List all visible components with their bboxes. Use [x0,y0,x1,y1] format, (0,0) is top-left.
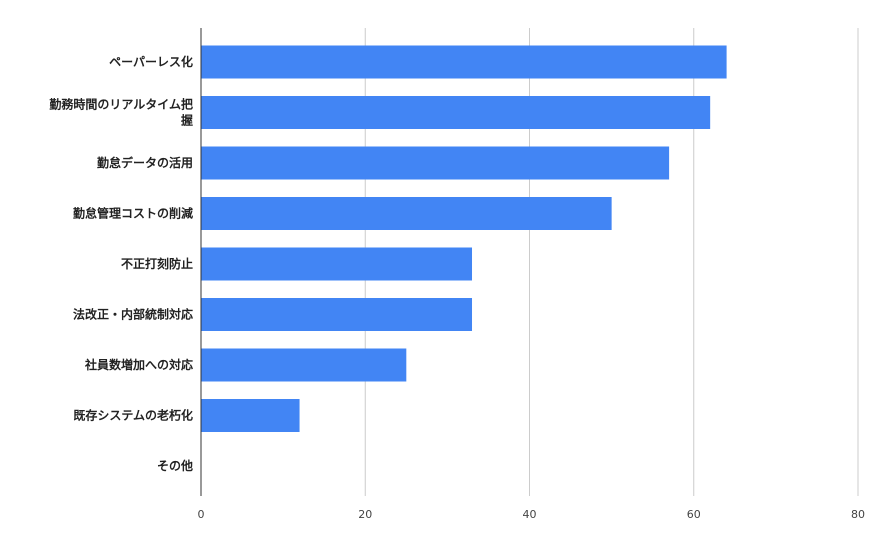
bar-0 [201,45,727,79]
category-label: 社員数増加への対応 [84,357,193,372]
category-label-line: 握 [181,113,193,128]
category-label: ペーパーレス化 [109,54,193,69]
category-label-line: その他 [157,458,193,473]
bar-1 [201,96,711,129]
category-label-line: 社員数増加への対応 [84,357,193,372]
x-tick-label: 0 [198,508,205,521]
bar-2 [201,146,670,180]
bars [201,45,727,432]
x-tick-labels: 0 20 40 60 80 [198,508,866,521]
category-label: 既存システムの老朽化 [73,408,193,423]
category-label-line: 既存システムの老朽化 [73,408,193,423]
category-label: 不正打刻防止 [121,256,193,271]
category-label: 勤怠データの活用 [97,155,193,170]
category-labels: ペーパーレス化勤務時間のリアルタイム把握勤怠データの活用勤怠管理コストの削減不正… [49,54,193,473]
category-label: 勤務時間のリアルタイム把握 [49,97,193,128]
category-label: その他 [157,458,193,473]
bar-5 [201,298,473,331]
category-label-line: 勤務時間のリアルタイム把 [49,97,193,112]
bar-7 [201,399,300,432]
category-label-line: 勤怠データの活用 [97,155,193,170]
bar-6 [201,348,407,382]
x-tick-label: 40 [523,508,537,521]
category-label: 法改正・内部統制対応 [73,307,193,322]
category-label-line: ペーパーレス化 [109,54,193,69]
x-tick-label: 80 [851,508,865,521]
bar-3 [201,197,612,230]
bar-4 [201,247,473,281]
category-label-line: 不正打刻防止 [121,256,193,271]
category-label-line: 法改正・内部統制対応 [73,307,193,322]
category-label-line: 勤怠管理コストの削減 [73,206,193,221]
category-label: 勤怠管理コストの削減 [73,206,193,221]
x-tick-label: 60 [687,508,701,521]
x-tick-label: 20 [358,508,372,521]
